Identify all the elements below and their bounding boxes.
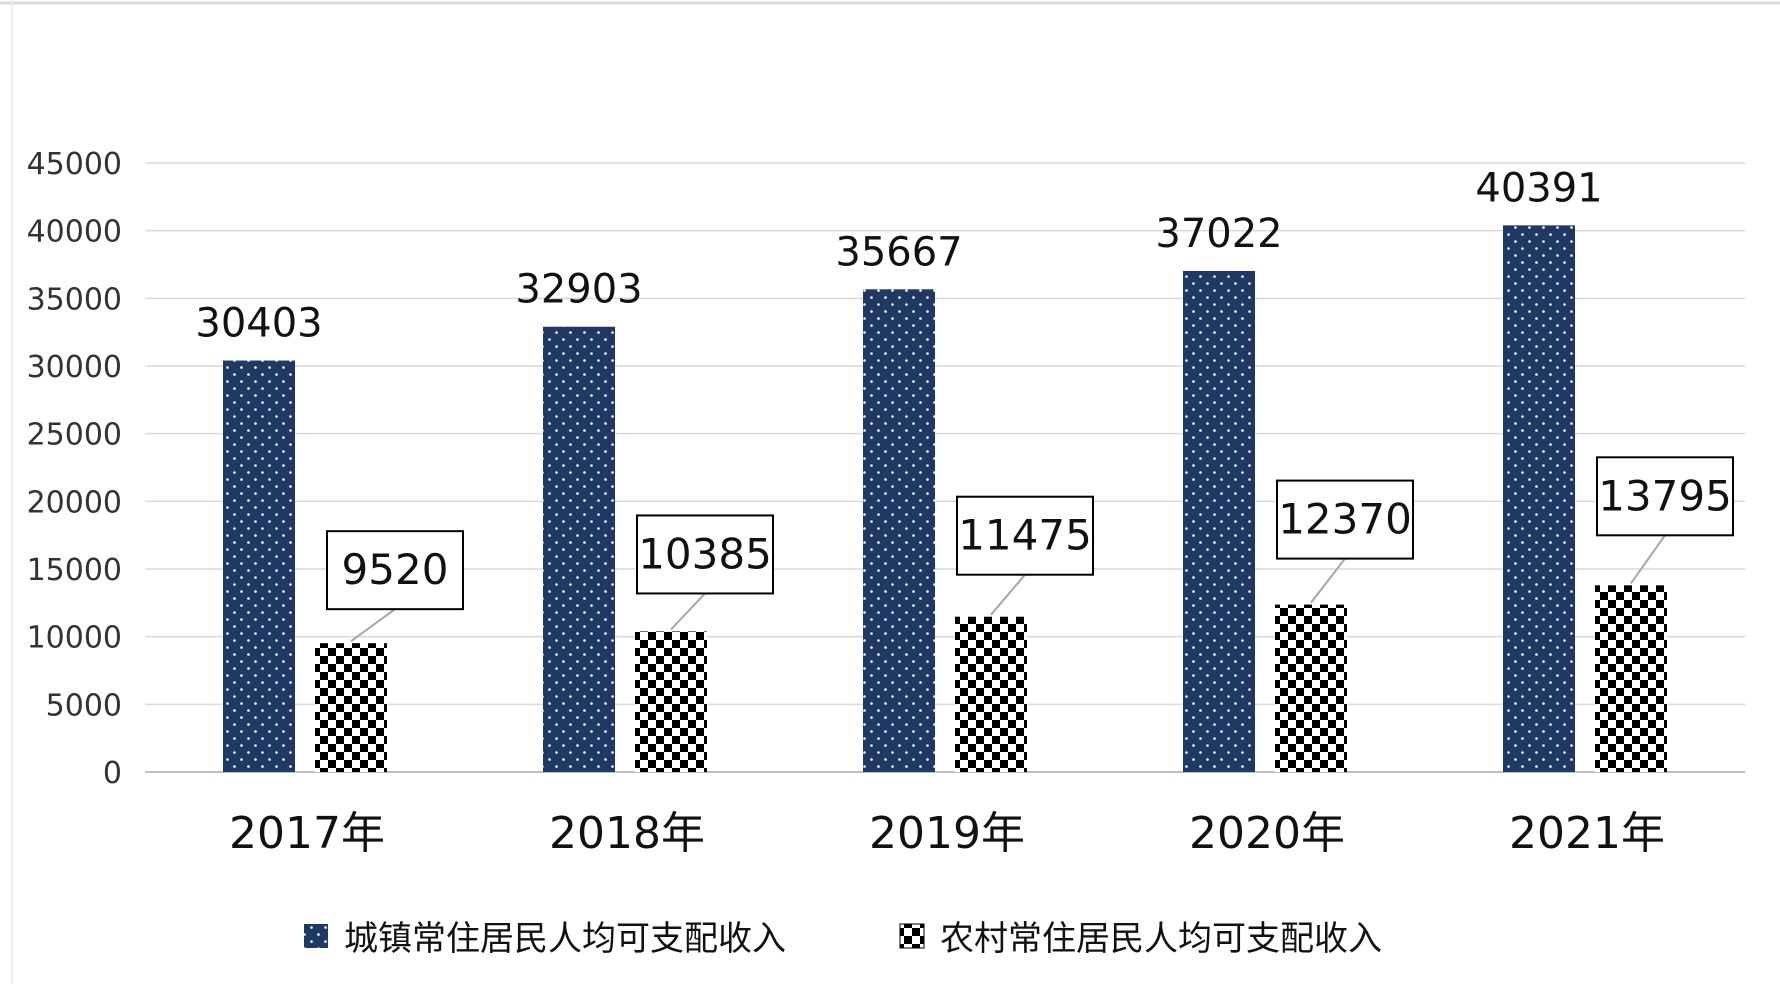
- y-tick-label: 15000: [27, 553, 122, 588]
- y-tick-label: 25000: [27, 418, 122, 453]
- y-axis-ticks: 0 5000 10000 15000 20000 25000 30000 35000 40000…: [27, 147, 122, 791]
- callout-leader-line: [670, 592, 706, 631]
- y-tick-label: 35000: [27, 282, 122, 317]
- urban-income-bar: [863, 289, 935, 772]
- rural-income-bar: [315, 643, 387, 772]
- rural-income-bar: [1275, 604, 1347, 772]
- callout-leader-line: [350, 608, 396, 642]
- x-tick-label: 2020年: [1189, 808, 1345, 859]
- legend-urban-swatch: [304, 924, 328, 948]
- rural-value-label: 10385: [638, 529, 772, 578]
- data-labels: 30403 9520 32903 10385 35667 11475 37022 12370 4…: [195, 165, 1734, 642]
- y-tick-label: 5000: [46, 688, 122, 723]
- rural-income-bar: [1595, 585, 1667, 772]
- y-tick-label: 40000: [27, 215, 122, 250]
- rural-income-bar: [635, 631, 707, 772]
- rural-value-callout-box: [956, 495, 1094, 576]
- rural-value-callout-box: [1596, 456, 1734, 537]
- urban-value-label: 35667: [835, 229, 962, 275]
- bars: [223, 225, 1667, 773]
- x-tick-label: 2017年: [229, 808, 385, 859]
- legend-rural-swatch: [899, 923, 925, 949]
- x-axis-ticks: 2017年 2018年 2019年 2020年 2021年: [229, 808, 1665, 859]
- legend: 城镇常住居民人均可支配收入 农村常住居民人均可支配收入: [304, 919, 1382, 959]
- rural-value-label: 12370: [1278, 495, 1412, 544]
- urban-value-label: 30403: [195, 301, 322, 347]
- rural-value-label: 11475: [958, 511, 1092, 560]
- urban-income-bar: [1503, 225, 1575, 773]
- y-tick-label: 30000: [27, 350, 122, 385]
- callout-leader-line: [1310, 557, 1346, 604]
- y-tick-label: 45000: [27, 147, 122, 182]
- rural-value-callout-box: [1276, 479, 1414, 560]
- urban-income-bar: [223, 360, 295, 772]
- urban-value-label: 40391: [1475, 165, 1602, 211]
- x-tick-label: 2021年: [1509, 808, 1665, 859]
- rural-value-callout-box: [326, 530, 464, 611]
- callout-leader-line: [990, 574, 1026, 616]
- rural-value-label: 13795: [1598, 471, 1732, 520]
- rural-value-callout-box: [636, 514, 774, 595]
- y-tick-label: 0: [103, 756, 122, 791]
- x-tick-label: 2018年: [549, 808, 705, 859]
- legend-rural-label: 农村常住居民人均可支配收入: [940, 919, 1382, 959]
- urban-value-label: 32903: [515, 267, 642, 313]
- rural-income-bar: [955, 616, 1027, 772]
- rural-value-label: 9520: [342, 545, 449, 594]
- urban-value-label: 37022: [1155, 211, 1282, 257]
- x-tick-label: 2019年: [869, 808, 1025, 859]
- callout-leader-line: [1630, 534, 1666, 584]
- y-tick-label: 20000: [27, 485, 122, 520]
- legend-urban-label: 城镇常住居民人均可支配收入: [344, 919, 786, 959]
- y-tick-label: 10000: [27, 621, 122, 656]
- urban-income-bar: [1183, 270, 1255, 772]
- urban-income-bar: [543, 326, 615, 772]
